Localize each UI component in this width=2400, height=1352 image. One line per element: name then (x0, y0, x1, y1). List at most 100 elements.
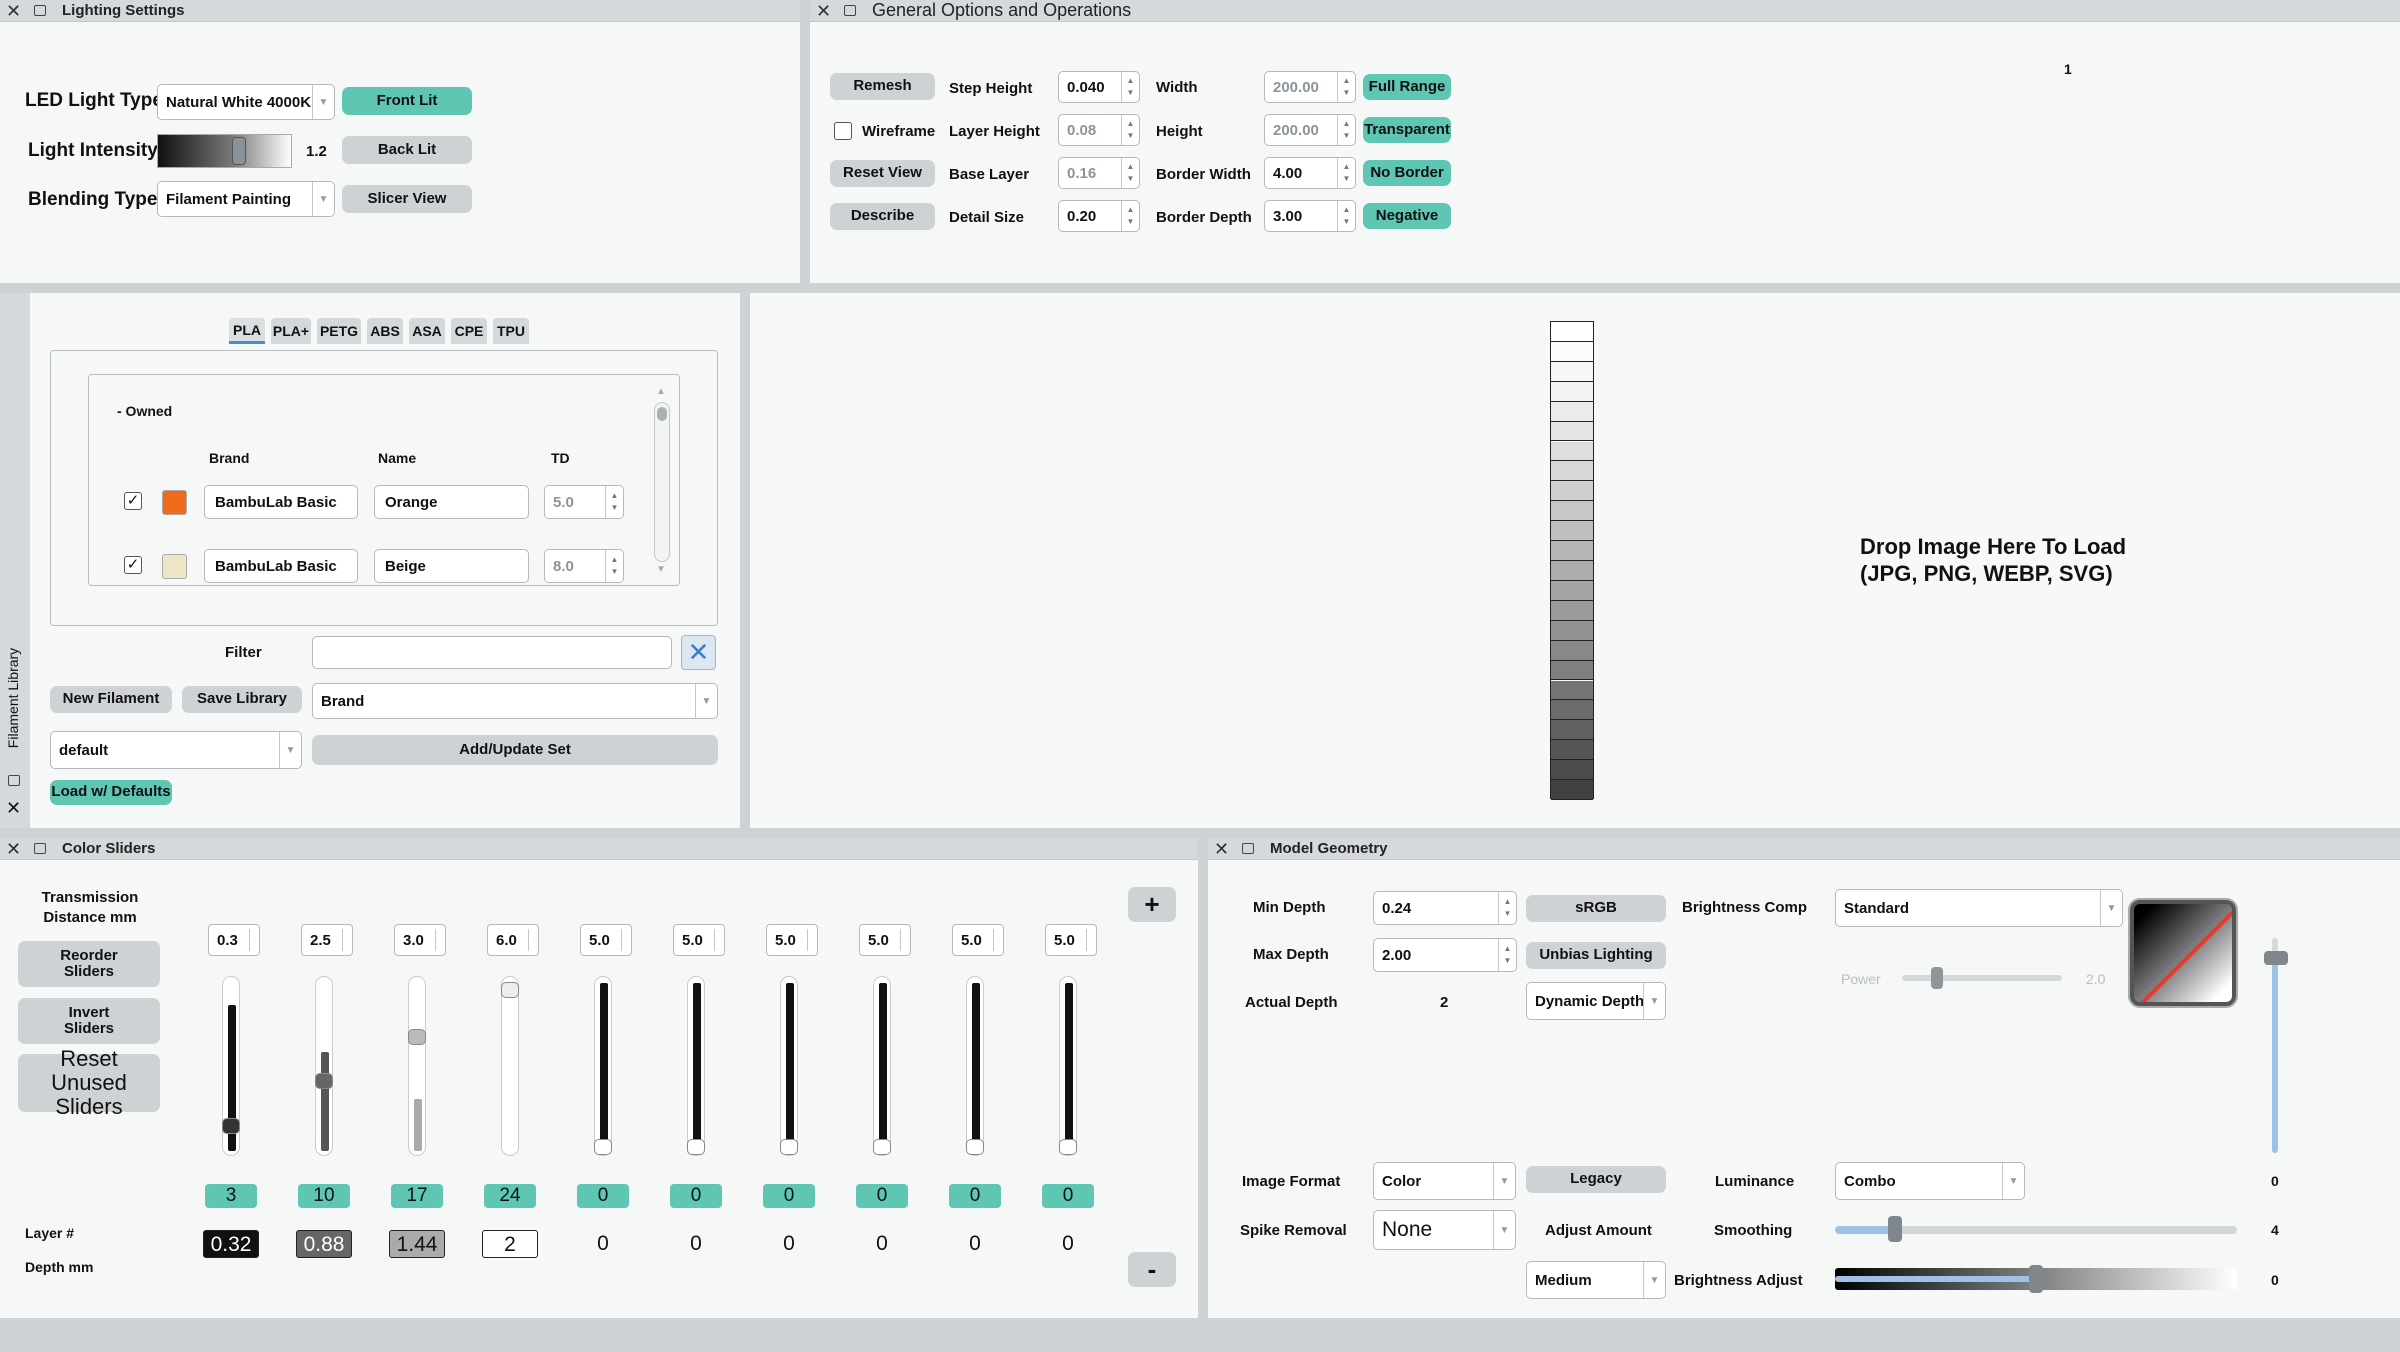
layer-slider[interactable] (873, 976, 891, 1156)
filament-td-input[interactable]: 8.0 ▲ ▼ (544, 549, 624, 583)
slider-knob[interactable] (594, 1139, 612, 1155)
light-intensity-knob[interactable] (231, 137, 246, 165)
dock-icon[interactable] (8, 775, 20, 786)
back-lit-button[interactable]: Back Lit (342, 136, 472, 164)
filament-color-swatch[interactable] (162, 490, 187, 515)
stepper-arrows[interactable] (621, 929, 631, 951)
transmission-distance-input[interactable]: 5.0 (1045, 924, 1097, 956)
slider-knob[interactable] (873, 1139, 891, 1155)
splitter[interactable] (740, 293, 750, 828)
close-icon[interactable]: ✕ (1214, 839, 1230, 859)
tab-tpu[interactable]: TPU (493, 318, 529, 344)
tab-petg[interactable]: PETG (317, 318, 361, 344)
min-depth-input[interactable]: 0.24 ▲ ▼ (1373, 891, 1517, 925)
slider-knob[interactable] (315, 1073, 333, 1090)
transmission-distance-input[interactable]: 5.0 (580, 924, 632, 956)
splitter[interactable] (0, 828, 2400, 838)
stepper-arrows[interactable]: ▲ ▼ (1337, 158, 1355, 188)
layer-slider[interactable] (966, 976, 984, 1156)
power-slider[interactable] (1902, 967, 2062, 989)
slicer-view-button[interactable]: Slicer View (342, 185, 472, 213)
image-preview-panel[interactable]: Drop Image Here To Load (JPG, PNG, WEBP,… (750, 293, 2400, 828)
brightness-adjust-knob[interactable] (2029, 1265, 2043, 1293)
stepper-arrows[interactable]: ▲ ▼ (1337, 115, 1355, 145)
negative-button[interactable]: Negative (1363, 203, 1451, 229)
base-layer-input[interactable]: 0.16 ▲ ▼ (1058, 157, 1140, 189)
add-update-set-button[interactable]: Add/Update Set (312, 735, 718, 765)
slider-knob[interactable] (966, 1139, 984, 1155)
srgb-button[interactable]: sRGB (1526, 895, 1666, 922)
light-intensity-slider[interactable] (157, 134, 292, 168)
layer-slider[interactable] (1059, 976, 1077, 1156)
tab-abs[interactable]: ABS (367, 318, 403, 344)
stepper-arrows[interactable]: ▲ ▼ (605, 550, 623, 582)
layer-slider[interactable] (408, 976, 426, 1156)
stepper-arrows[interactable] (900, 929, 910, 951)
stepper-arrows[interactable]: ▲ ▼ (1498, 892, 1516, 924)
transmission-distance-input[interactable]: 3.0 (394, 924, 446, 956)
width-input[interactable]: 200.00 ▲ ▼ (1264, 71, 1356, 103)
new-filament-button[interactable]: New Filament (50, 686, 172, 713)
add-slider-button[interactable]: + (1128, 887, 1176, 922)
stepper-arrows[interactable]: ▲ ▼ (1121, 158, 1139, 188)
slider-knob[interactable] (501, 982, 519, 999)
invert-sliders-button[interactable]: Invert Sliders (18, 998, 160, 1044)
wireframe-checkbox[interactable] (834, 122, 852, 140)
reset-unused-sliders-button[interactable]: Reset Unused Sliders (18, 1046, 160, 1119)
power-knob[interactable] (1930, 967, 1943, 989)
slider-knob[interactable] (687, 1139, 705, 1155)
load-defaults-button[interactable]: Load w/ Defaults (50, 780, 172, 805)
spike-removal-select[interactable]: None ▼ (1373, 1210, 1516, 1250)
stepper-arrows[interactable]: ▲ ▼ (1121, 115, 1139, 145)
filament-owned-checkbox[interactable]: ✓ (124, 492, 142, 510)
filament-brand-field[interactable]: BambuLab Basic (204, 549, 358, 583)
filament-brand-field[interactable]: BambuLab Basic (204, 485, 358, 519)
layer-height-input[interactable]: 0.08 ▲ ▼ (1058, 114, 1140, 146)
led-light-type-select[interactable]: Natural White 4000K ▼ (157, 84, 335, 120)
layer-slider[interactable] (315, 976, 333, 1156)
stepper-arrows[interactable]: ▲ ▼ (1121, 72, 1139, 102)
slider-knob[interactable] (780, 1139, 798, 1155)
filter-input[interactable] (312, 636, 672, 669)
splitter[interactable] (0, 283, 2400, 293)
list-scrollbar[interactable]: ▲ ▼ (652, 384, 672, 580)
stepper-arrows[interactable]: ▲ ▼ (1498, 939, 1516, 971)
slider-knob[interactable] (222, 1118, 240, 1135)
tab-cpe[interactable]: CPE (451, 318, 487, 344)
scroll-track[interactable] (654, 402, 670, 562)
close-icon[interactable]: ✕ (816, 1, 832, 21)
clear-filter-button[interactable]: ✕ (681, 635, 716, 670)
legacy-button[interactable]: Legacy (1526, 1166, 1666, 1193)
splitter[interactable] (800, 0, 810, 283)
max-depth-input[interactable]: 2.00 ▲ ▼ (1373, 938, 1517, 972)
stepper-arrows[interactable] (435, 929, 445, 951)
stepper-arrows[interactable]: ▲ ▼ (1337, 201, 1355, 231)
transmission-distance-input[interactable]: 0.3 (208, 924, 260, 956)
curve-knob[interactable] (2264, 951, 2288, 966)
layer-slider[interactable] (687, 976, 705, 1156)
transmission-distance-input[interactable]: 2.5 (301, 924, 353, 956)
no-border-button[interactable]: No Border (1363, 160, 1451, 186)
image-format-select[interactable]: Color ▼ (1373, 1162, 1516, 1200)
reorder-sliders-button[interactable]: Reorder Sliders (18, 941, 160, 987)
tab-pla-plus[interactable]: PLA+ (271, 318, 311, 344)
transmission-distance-input[interactable]: 5.0 (673, 924, 725, 956)
scroll-down-arrow[interactable]: ▼ (656, 564, 666, 575)
splitter[interactable] (1198, 838, 1208, 1318)
step-height-input[interactable]: 0.040 ▲ ▼ (1058, 71, 1140, 103)
layer-slider[interactable] (501, 976, 519, 1156)
scroll-up-arrow[interactable]: ▲ (656, 386, 666, 397)
filament-name-field[interactable]: Orange (374, 485, 529, 519)
border-depth-input[interactable]: 3.00 ▲ ▼ (1264, 200, 1356, 232)
front-lit-button[interactable]: Front Lit (342, 87, 472, 115)
curve-slider[interactable] (2264, 938, 2288, 1153)
transparent-button[interactable]: Transparent (1363, 117, 1451, 143)
smoothing-knob[interactable] (1888, 1216, 1903, 1242)
stepper-arrows[interactable] (1086, 929, 1096, 951)
stepper-arrows[interactable]: ▲ ▼ (1337, 72, 1355, 102)
detail-size-input[interactable]: 0.20 ▲ ▼ (1058, 200, 1140, 232)
unbias-lighting-button[interactable]: Unbias Lighting (1526, 942, 1666, 969)
stepper-arrows[interactable] (993, 929, 1003, 951)
close-icon[interactable]: ✕ (6, 798, 22, 818)
filament-set-select[interactable]: default ▼ (50, 731, 302, 769)
